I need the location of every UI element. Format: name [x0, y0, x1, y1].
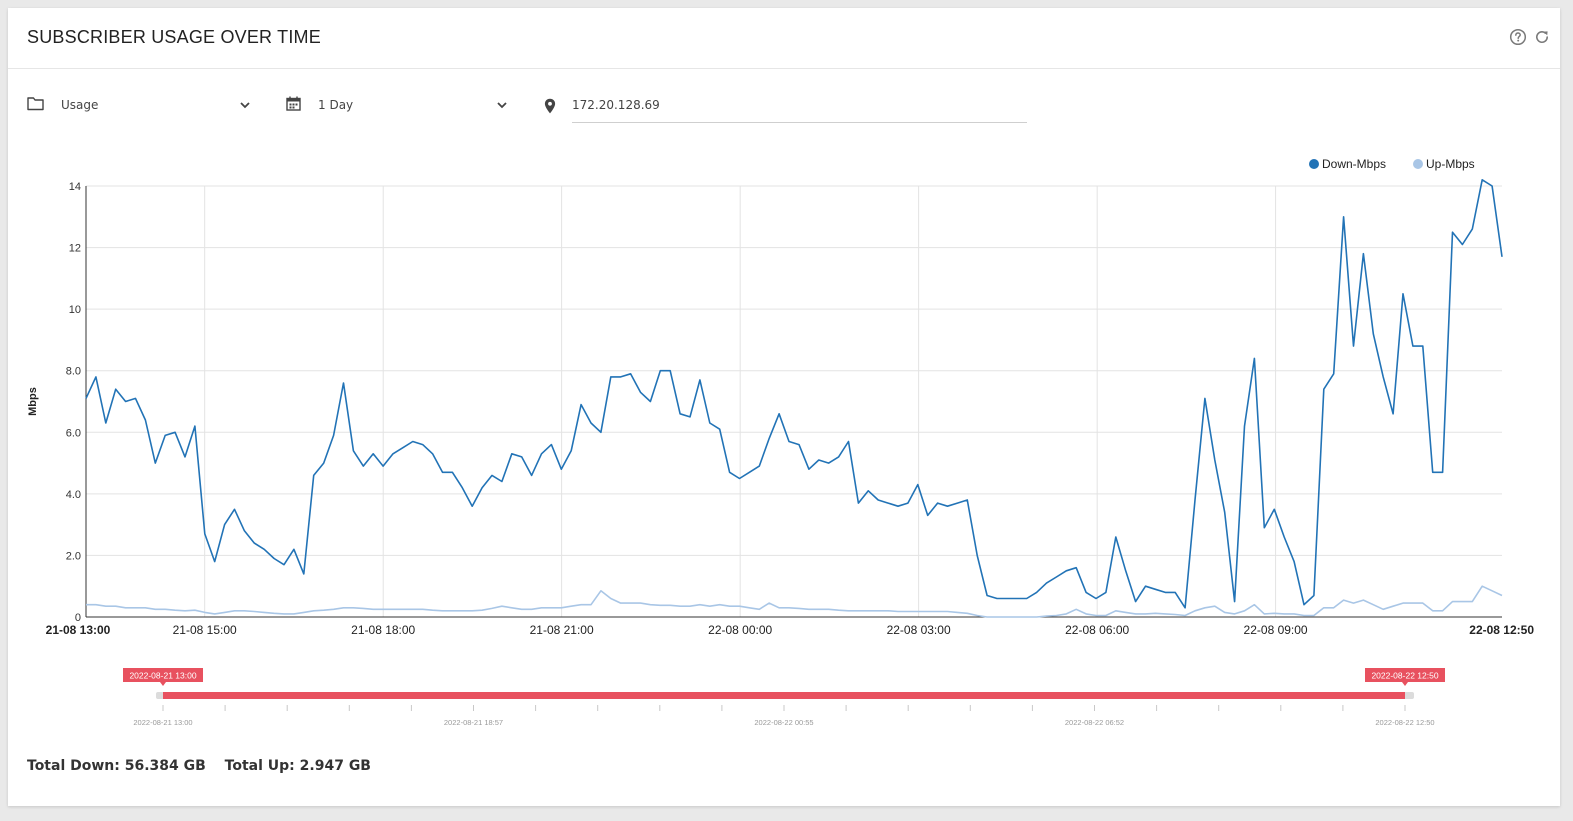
y-tick-label: 8.0 — [66, 366, 81, 378]
map-marker-icon — [544, 98, 556, 114]
x-tick-label: 22-08 00:00 — [708, 623, 772, 637]
range-flag — [1365, 668, 1445, 682]
refresh-icon[interactable] — [1533, 28, 1551, 46]
x-tick-label: 21-08 21:00 — [530, 623, 594, 637]
x-tick-label: 21-08 18:00 — [351, 623, 415, 637]
total-down: Total Down: 56.384 GB — [27, 758, 206, 774]
x-tick-label: 22-08 09:00 — [1244, 623, 1308, 637]
y-tick-label: 0 — [75, 612, 81, 624]
calendar-icon — [286, 96, 301, 111]
x-tick-label: 21-08 13:00 — [46, 623, 111, 637]
y-tick-label: 12 — [69, 243, 81, 255]
range-flag — [123, 668, 203, 682]
range-flag-pointer — [1402, 682, 1408, 686]
usage-chart: 0 2.0 4.0 6.0 8.0 10 12 14 21-08 13:00 21-08 15:0… — [27, 157, 1534, 727]
y-tick-label: 6.0 — [66, 427, 81, 439]
y-tick-label: 14 — [69, 181, 81, 193]
legend-label: Down-Mbps — [1322, 157, 1386, 171]
y-tick-label: 10 — [69, 304, 81, 316]
legend-label: Up-Mbps — [1426, 157, 1475, 171]
series-line-up — [86, 585, 1503, 618]
slider-axis-label: 2022-08-21 18:57 — [444, 718, 503, 727]
period-select[interactable]: 1 Day — [318, 88, 511, 122]
legend-marker — [1309, 159, 1319, 169]
panel-header: SUBSCRIBER USAGE OVER TIME — [8, 8, 1560, 69]
x-tick-label: 21-08 15:00 — [173, 623, 237, 637]
folder-icon — [27, 97, 44, 111]
range-end-handle[interactable] — [1402, 689, 1408, 702]
x-tick-label: 22-08 06:00 — [1065, 623, 1129, 637]
range-end-label: 2022-08-22 12:50 — [1371, 671, 1438, 681]
filter-toolbar: Usage 1 Day 172.20.128. — [8, 88, 1560, 128]
chevron-down-icon — [240, 102, 250, 109]
series-line-down — [85, 179, 1503, 609]
usage-panel: SUBSCRIBER USAGE OVER TIME Usage — [8, 8, 1560, 806]
totals: Total Down: 56.384 GB Total Up: 2.947 GB — [27, 758, 385, 774]
range-start-handle[interactable] — [160, 689, 166, 702]
slider-axis-label: 2022-08-22 12:50 — [1375, 718, 1434, 727]
metric-select-value: Usage — [61, 98, 99, 112]
location-input[interactable]: 172.20.128.69 — [572, 88, 1027, 123]
x-tick-label: 22-08 12:50 — [1469, 623, 1534, 637]
slider-axis-label: 2022-08-22 00:55 — [754, 718, 813, 727]
y-tick-label: 2.0 — [66, 550, 81, 562]
y-tick-label: 4.0 — [66, 489, 81, 501]
total-up: Total Up: 2.947 GB — [224, 758, 371, 774]
range-start-label: 2022-08-21 13:00 — [129, 671, 196, 681]
question-circle-icon[interactable] — [1509, 28, 1527, 46]
period-select-value: 1 Day — [318, 98, 354, 112]
metric-select[interactable]: Usage — [61, 88, 254, 122]
chevron-down-icon — [497, 102, 507, 109]
legend-marker — [1413, 159, 1423, 169]
x-tick-label: 22-08 03:00 — [887, 623, 951, 637]
slider-axis-label: 2022-08-22 06:52 — [1065, 718, 1124, 727]
range-flag-pointer — [160, 682, 166, 686]
page-title: SUBSCRIBER USAGE OVER TIME — [27, 27, 321, 47]
slider-axis-label: 2022-08-21 13:00 — [133, 718, 192, 727]
y-axis-title: Mbps — [27, 387, 39, 416]
range-selection — [163, 692, 1405, 699]
location-input-value: 172.20.128.69 — [572, 98, 660, 112]
